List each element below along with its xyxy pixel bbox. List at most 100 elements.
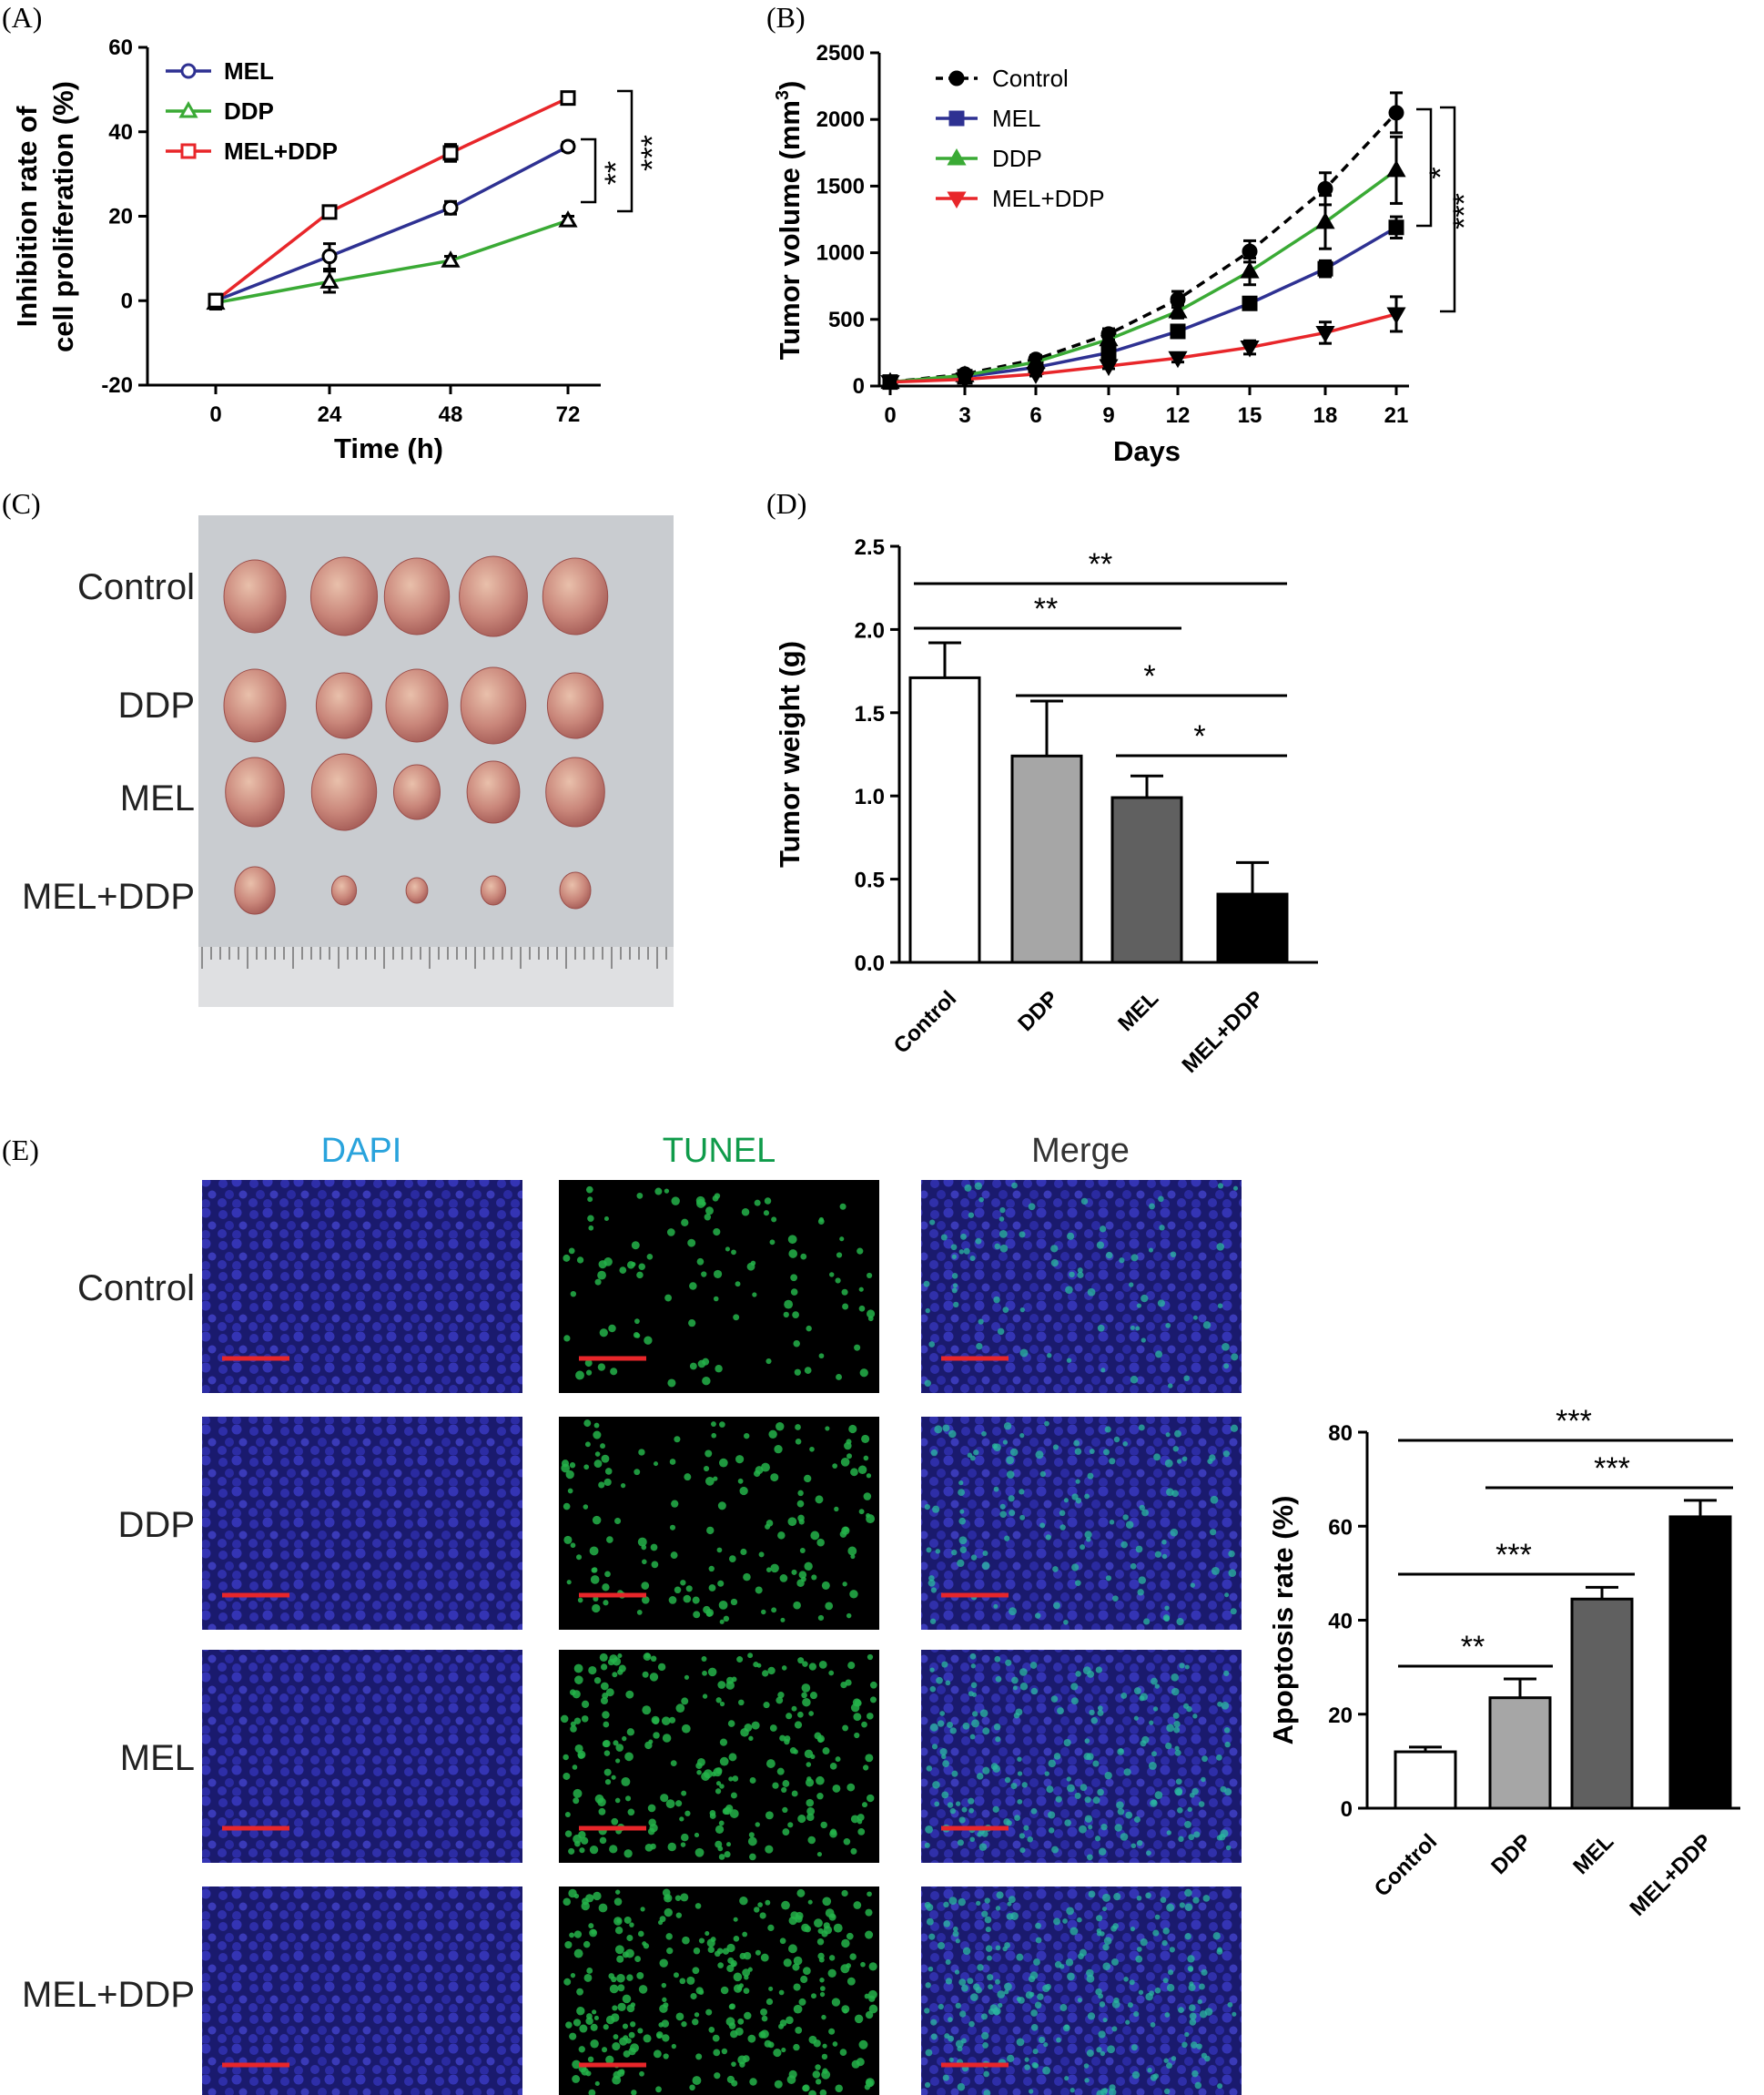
tunel-cell xyxy=(705,1930,710,1937)
merge-cell xyxy=(943,1901,949,1908)
tunel-cell xyxy=(711,1771,716,1777)
merge-cell xyxy=(1122,1441,1128,1447)
tunel-cell xyxy=(630,2021,636,2028)
y-tick-label-e: 0 xyxy=(1341,1797,1353,1822)
tunel-cell xyxy=(681,1724,691,1734)
bar-d-mel xyxy=(1110,796,1183,964)
merge-cell xyxy=(1002,1439,1008,1445)
tunel-cell xyxy=(865,1930,874,1939)
merge-cell xyxy=(1174,1749,1181,1756)
merge-cell xyxy=(962,1722,970,1730)
tunel-cell xyxy=(593,1430,602,1439)
merge-cell xyxy=(1042,2066,1051,2075)
merge-cell xyxy=(1102,1943,1110,1951)
merge-cell xyxy=(1029,1662,1038,1669)
merge-cell xyxy=(947,1802,954,1808)
merge-cell xyxy=(1223,1363,1230,1369)
merge-cell xyxy=(1019,1682,1029,1691)
tunel-cell xyxy=(613,2034,619,2039)
merge-cell xyxy=(1077,1271,1084,1278)
merge-cell xyxy=(1122,1514,1129,1520)
merge-cell xyxy=(1033,1958,1040,1966)
tunel-cell xyxy=(573,1797,580,1805)
tunel-cell xyxy=(634,1318,640,1325)
merge-cell xyxy=(1166,1724,1175,1733)
merge-cell xyxy=(1135,1955,1143,1963)
merge-cell xyxy=(1193,1831,1201,1838)
tunel-cell xyxy=(633,1332,640,1338)
tunel-cell xyxy=(779,1574,788,1582)
merge-cell xyxy=(981,1561,990,1570)
merge-cell xyxy=(1007,1901,1012,1907)
tunel-cell xyxy=(744,2011,752,2020)
tunel-cell xyxy=(811,1574,817,1581)
merge-cell xyxy=(1086,1974,1095,1983)
merge-cell xyxy=(995,1736,1001,1743)
tunel-cell xyxy=(563,1535,573,1544)
tunel-cell xyxy=(656,2033,663,2039)
merge-cell xyxy=(926,1917,934,1926)
marker-mel-ddp xyxy=(442,145,459,161)
tunel-cell xyxy=(659,1916,666,1923)
tunel-cell xyxy=(698,1989,705,1995)
merge-cell xyxy=(967,1978,974,1985)
legend-marker-b xyxy=(948,70,965,86)
tunel-cell xyxy=(810,1993,816,1999)
tunel-cell xyxy=(793,1956,803,1966)
merge-cell xyxy=(928,1933,936,1940)
tunel-cell xyxy=(774,2080,783,2089)
tunel-cell xyxy=(657,1663,666,1672)
merge-cell xyxy=(1174,1745,1180,1751)
merge-cell xyxy=(1140,1938,1148,1947)
merge-cell xyxy=(1129,1282,1134,1287)
merge-cell xyxy=(1010,1912,1019,1920)
micro-image-dapi xyxy=(202,1887,522,2095)
tunel-cell xyxy=(671,2043,676,2049)
merge-cell xyxy=(1019,1433,1025,1439)
tunel-cell xyxy=(867,1653,874,1661)
marker-b-control xyxy=(1388,105,1404,121)
tunel-cell xyxy=(846,1932,854,1940)
tunel-cell xyxy=(839,1236,845,1242)
ruler xyxy=(198,947,674,1007)
merge-cell xyxy=(928,1579,936,1587)
tunel-cell xyxy=(693,1947,701,1955)
tunel-cell xyxy=(767,1924,775,1932)
merge-cell xyxy=(929,1685,937,1693)
chart-e-apoptosis: 0 20 40 60 80 Apoptosis rate (%) Control DDP MEL… xyxy=(1267,1404,1740,1921)
merge-cell xyxy=(1187,1806,1192,1813)
tunel-cell xyxy=(828,2028,836,2035)
tunel-cell xyxy=(776,1696,784,1704)
tunel-cell xyxy=(854,2014,864,2024)
merge-cell xyxy=(926,1765,933,1772)
merge-cell xyxy=(1092,1760,1100,1767)
merge-cell xyxy=(1211,1566,1220,1575)
merge-cell xyxy=(970,1682,978,1689)
series-line-b-control xyxy=(889,111,1398,384)
tunel-cell xyxy=(715,1781,722,1786)
tunel-cell xyxy=(843,1837,851,1846)
merge-cell xyxy=(1148,1762,1157,1770)
tunel-cell xyxy=(573,1834,583,1844)
tunel-cell xyxy=(620,1482,626,1489)
x-tick-label-b: 18 xyxy=(1313,403,1338,428)
tunel-cell xyxy=(737,1478,744,1484)
merge-cell xyxy=(958,1480,964,1486)
merge-cell xyxy=(1019,1348,1029,1358)
merge-cell xyxy=(995,1978,1000,1985)
tunel-cell xyxy=(857,1814,865,1822)
sig-label-d: * xyxy=(1193,719,1205,754)
merge-cell xyxy=(982,2042,988,2049)
tunel-cell xyxy=(625,1690,634,1699)
tunel-cell xyxy=(583,1973,593,1982)
tunel-cell xyxy=(686,1976,695,1985)
merge-cell xyxy=(925,1825,933,1834)
tunel-cell xyxy=(695,1195,705,1205)
marker-b-mel-ddp xyxy=(880,375,900,392)
x-tick-label-d: DDP xyxy=(1013,986,1063,1036)
marker-b-mel-ddp xyxy=(955,372,975,390)
tunel-cell xyxy=(757,1902,763,1907)
tunel-cell xyxy=(675,1912,683,1918)
merge-cell xyxy=(1113,1436,1120,1443)
tunel-cell xyxy=(831,1998,841,2007)
